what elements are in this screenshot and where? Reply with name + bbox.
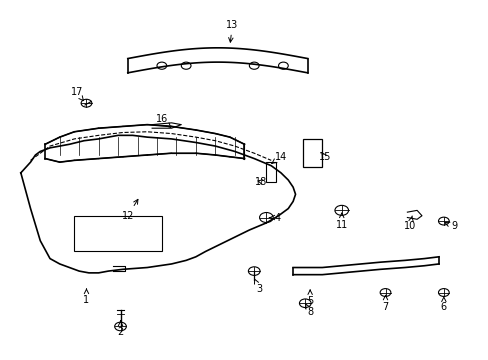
Text: 12: 12 <box>122 199 138 221</box>
Text: 3: 3 <box>254 279 262 294</box>
Text: 15: 15 <box>318 152 330 162</box>
Text: 14: 14 <box>271 152 286 163</box>
Text: 17: 17 <box>70 87 83 101</box>
Text: 5: 5 <box>306 290 313 306</box>
Text: 10: 10 <box>403 216 415 231</box>
Text: 2: 2 <box>117 321 123 337</box>
Text: 8: 8 <box>305 304 312 317</box>
Text: 18: 18 <box>255 177 267 187</box>
Text: 16: 16 <box>155 114 170 127</box>
Text: 13: 13 <box>226 19 238 42</box>
Text: 4: 4 <box>269 212 281 222</box>
Text: 6: 6 <box>440 296 446 312</box>
Text: 7: 7 <box>382 296 388 312</box>
Text: 11: 11 <box>335 213 347 230</box>
Text: 1: 1 <box>83 289 89 305</box>
Text: 9: 9 <box>444 221 456 231</box>
